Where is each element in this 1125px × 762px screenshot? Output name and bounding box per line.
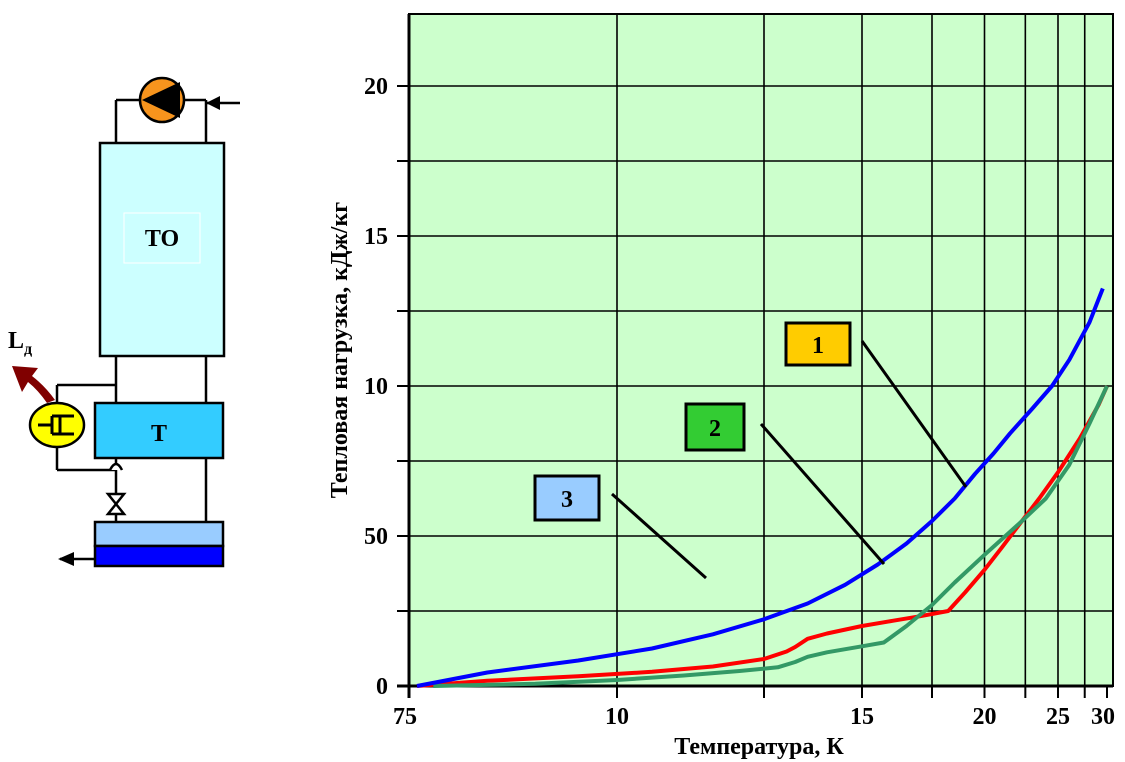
series-line-2 [433,385,1109,688]
heater-label: Т [151,421,167,447]
x-axis-title: Температура, К [674,734,844,760]
series-box-2 [684,402,746,452]
plot-area [408,13,1114,687]
y-tick-label: 15 [364,224,388,250]
y-tick-label: 20 [364,74,388,100]
series-line-1 [416,385,1109,688]
x-tick-label: 20 [973,704,997,730]
leader-line-3 [611,492,707,580]
y-tick-label: 10 [364,374,388,400]
leader-line-1 [860,340,968,488]
series-box-label-3: 3 [561,487,573,513]
grid [397,14,1113,698]
x-tick-label: 25 [1046,704,1070,730]
cryo-schematic: ТО Т Lд [8,76,240,568]
x-tick-label: 15 [850,704,874,730]
x-tick-label: 10 [605,704,629,730]
leader-lines [611,340,968,580]
work-output-arrow-icon [12,366,55,403]
y-tick-label: 0 [376,674,388,700]
series-label-boxes: 1 2 3 [533,321,852,522]
heat-exchanger-label-frame [123,212,201,264]
x-tick-label: 75 [393,704,417,730]
series-box-label-2: 2 [709,416,721,442]
leader-line-2 [759,423,886,565]
heat-exchanger-box [98,141,226,358]
series-lines [416,287,1109,688]
work-output-label-main: L [8,328,24,354]
work-output-label-sub: д [24,341,32,358]
tick-labels: 75 10 15 20 25 30 0 50 10 15 20 [364,74,1115,730]
tank-vapor [93,520,225,548]
heat-exchanger-label: ТО [145,226,179,252]
y-tick-label: 50 [364,524,388,550]
series-box-label-1: 1 [812,333,824,359]
inlet-arrow-icon [206,96,220,110]
series-box-3 [533,474,601,522]
pipe-hop [108,462,124,471]
pump-icon [138,76,186,124]
heater-box [93,401,225,460]
valve-icon [105,492,127,516]
series-box-1 [784,321,852,367]
y-axis-title: Тепловая нагрузка, кДж/кг [327,202,353,498]
tank-liquid [93,544,225,568]
expander-icon [28,401,86,449]
series-line-3 [416,287,1105,688]
x-tick-label: 30 [1091,704,1115,730]
work-output-label: Lд [8,328,32,358]
outlet-arrow-icon [58,552,74,566]
